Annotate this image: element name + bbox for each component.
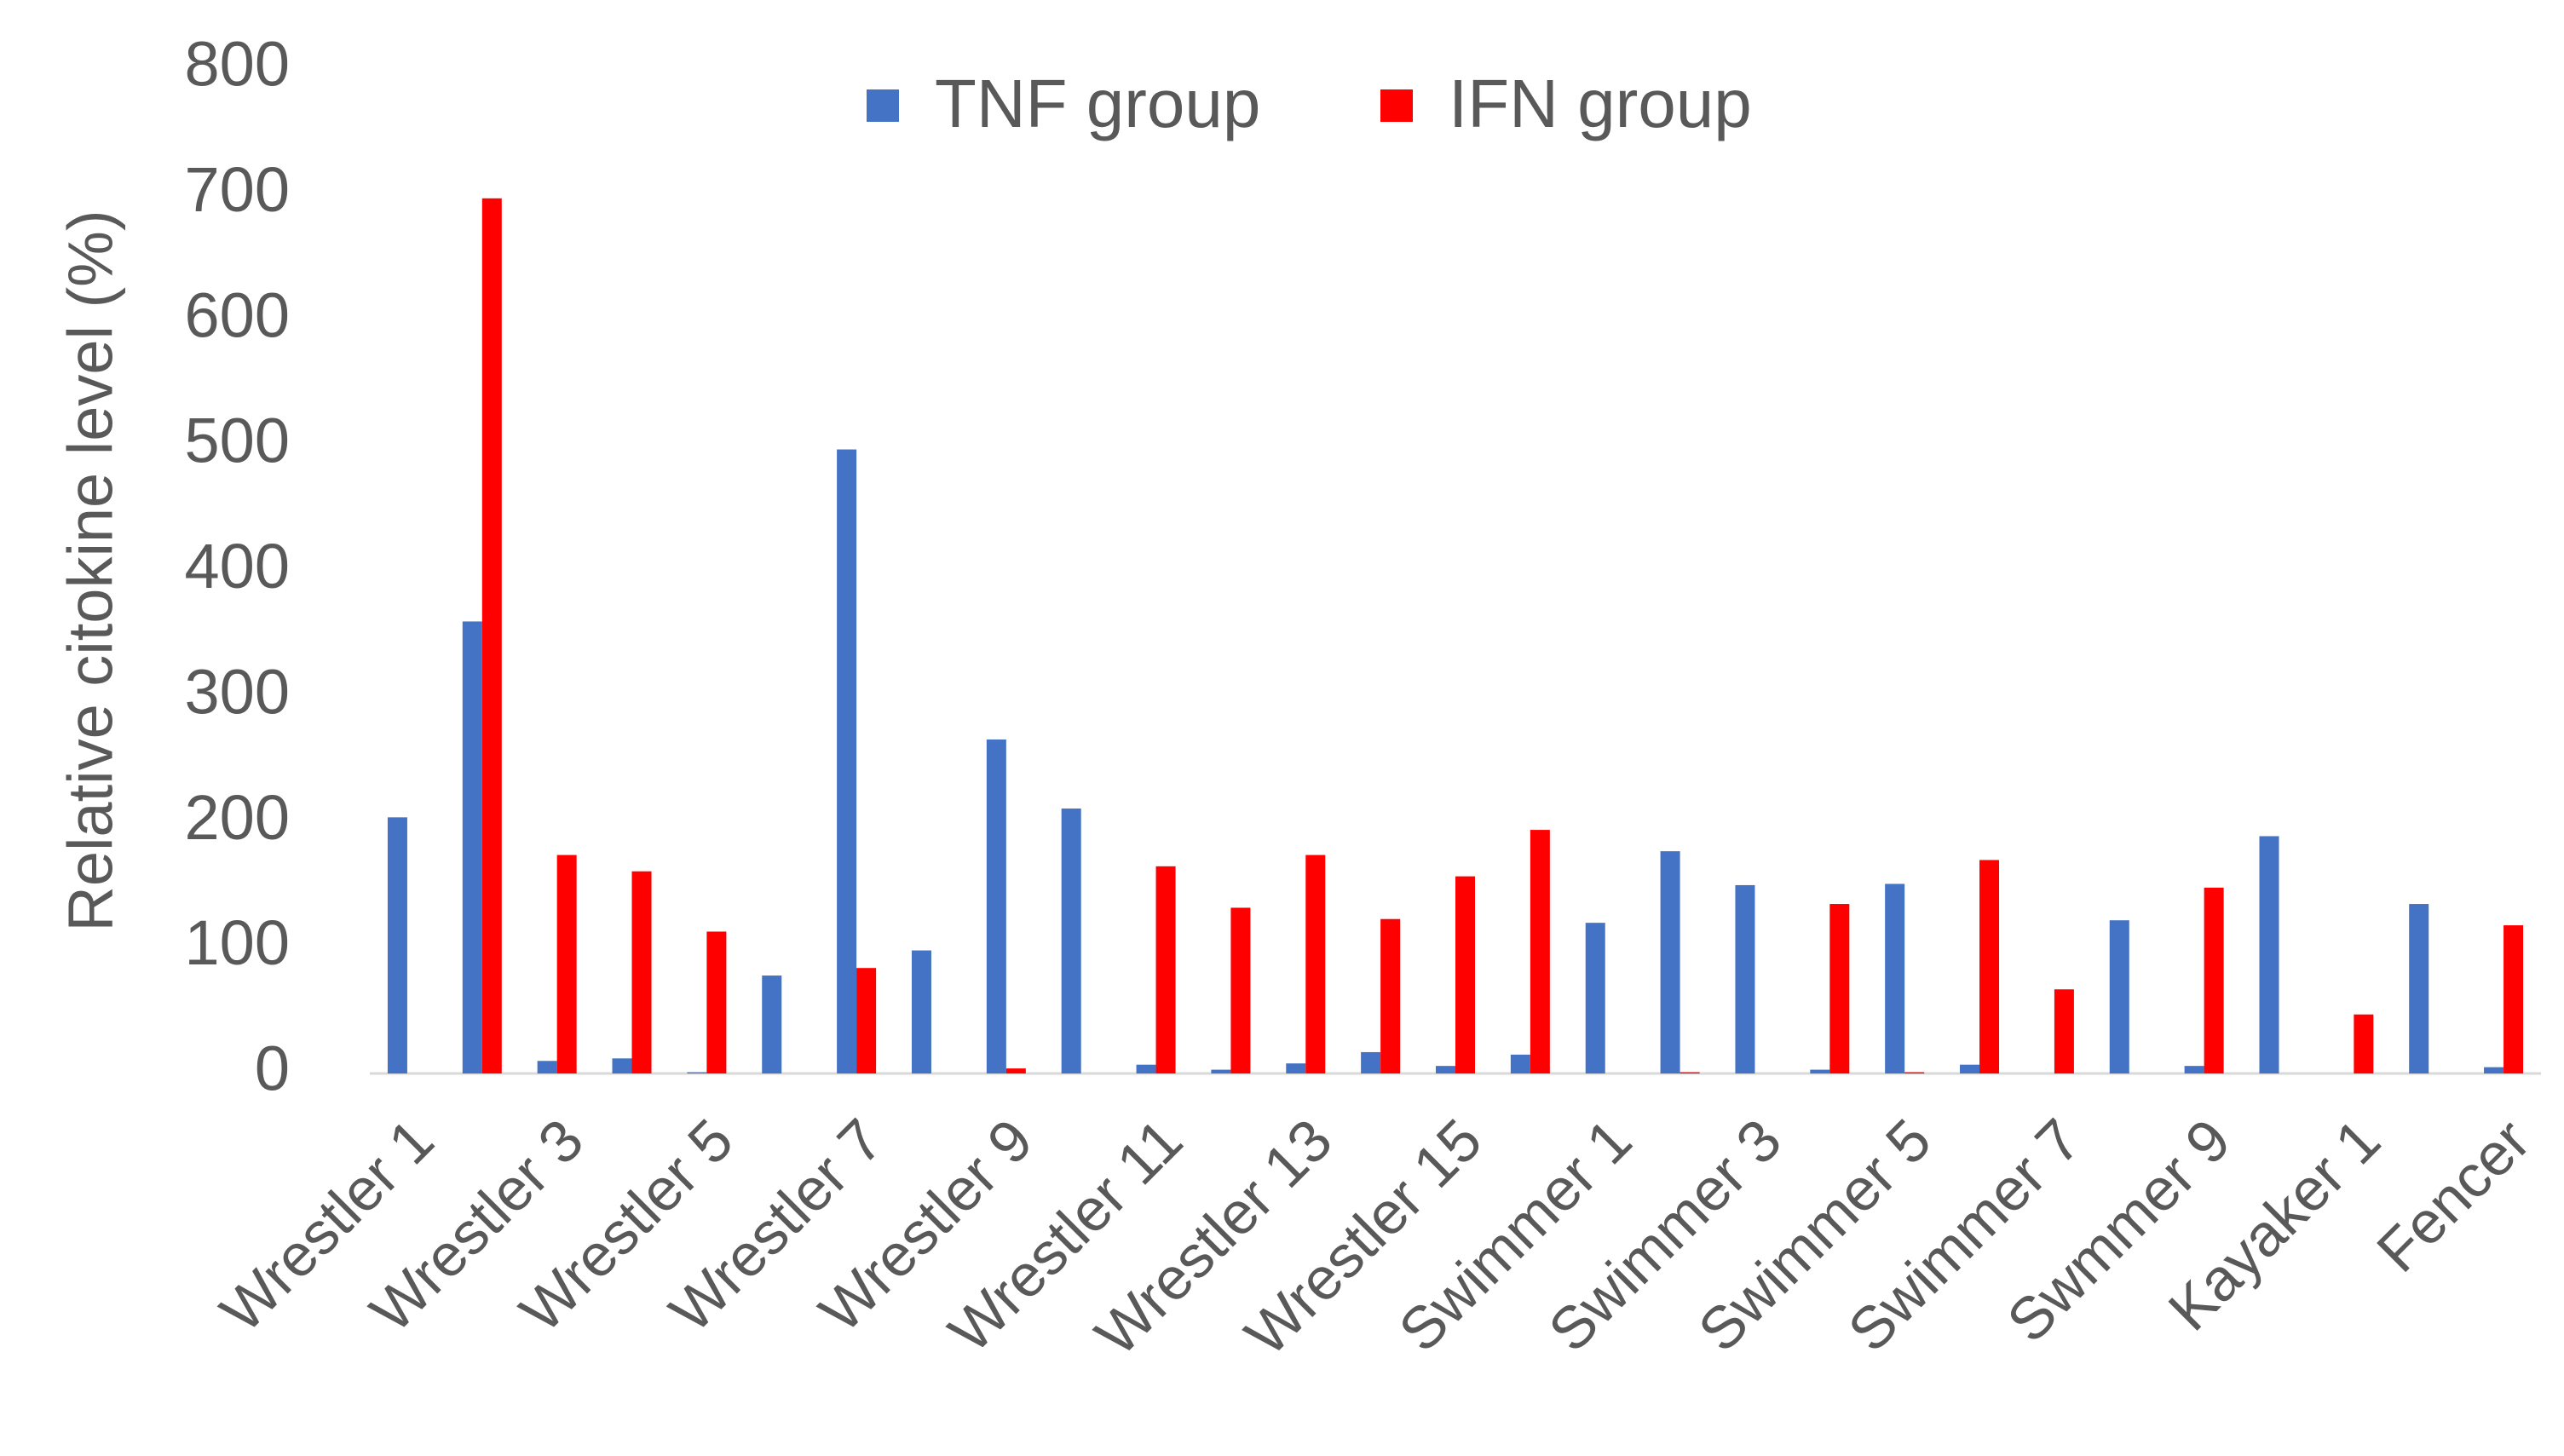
bar — [2054, 989, 2074, 1073]
bar — [1810, 1069, 1830, 1073]
y-tick-label: 200 — [185, 782, 290, 853]
bar — [837, 449, 857, 1073]
bar — [1735, 884, 1755, 1073]
bar — [1660, 851, 1680, 1073]
y-tick-label: 100 — [185, 907, 290, 978]
bar — [2504, 925, 2524, 1073]
y-axis-title: Relative citokine level (%) — [55, 210, 126, 931]
bar — [856, 968, 877, 1073]
bar — [1211, 1069, 1231, 1073]
y-tick-label: 400 — [185, 531, 290, 601]
y-tick-label: 800 — [185, 29, 290, 100]
bar — [2354, 1014, 2374, 1073]
bar — [2204, 887, 2224, 1073]
bar — [1286, 1063, 1306, 1073]
bar — [2484, 1067, 2504, 1073]
x-tick-label: Fencer — [2365, 1107, 2543, 1285]
bar — [1979, 860, 2000, 1073]
bar — [537, 1061, 557, 1073]
bar — [1885, 883, 1905, 1073]
bar — [631, 871, 652, 1073]
bar — [1960, 1064, 1980, 1073]
bar — [762, 975, 782, 1073]
bar — [556, 855, 577, 1073]
y-tick-label: 500 — [185, 406, 290, 476]
bar — [1585, 923, 1605, 1073]
bar — [1361, 1051, 1381, 1073]
bar — [1136, 1064, 1156, 1073]
bar — [387, 817, 407, 1073]
bar — [1155, 866, 1176, 1073]
bar — [462, 621, 482, 1073]
legend-label: TNF group — [935, 66, 1260, 141]
y-tick-label: 300 — [185, 656, 290, 727]
bar — [1305, 855, 1326, 1073]
legend-label: IFN group — [1449, 66, 1752, 141]
bar — [986, 739, 1006, 1073]
legend-swatch — [1380, 89, 1413, 122]
bar — [706, 931, 727, 1073]
bar — [911, 950, 931, 1073]
bar — [2109, 920, 2129, 1073]
bar — [612, 1058, 632, 1073]
y-tick-label: 600 — [185, 279, 290, 350]
bar — [1061, 809, 1081, 1073]
bar — [1829, 904, 1850, 1073]
bar — [1530, 830, 1550, 1073]
bar — [2409, 904, 2429, 1073]
bar — [1436, 1066, 1455, 1073]
bar — [2184, 1066, 2204, 1073]
bar — [1455, 876, 1475, 1073]
legend-swatch — [867, 89, 899, 122]
y-tick-label: 0 — [255, 1033, 290, 1104]
y-tick-label: 700 — [185, 154, 290, 225]
bar — [2259, 836, 2279, 1073]
bar — [1510, 1054, 1530, 1073]
bar — [481, 198, 502, 1073]
bar — [1005, 1068, 1026, 1073]
bar — [1380, 918, 1401, 1073]
bar — [1230, 907, 1251, 1073]
